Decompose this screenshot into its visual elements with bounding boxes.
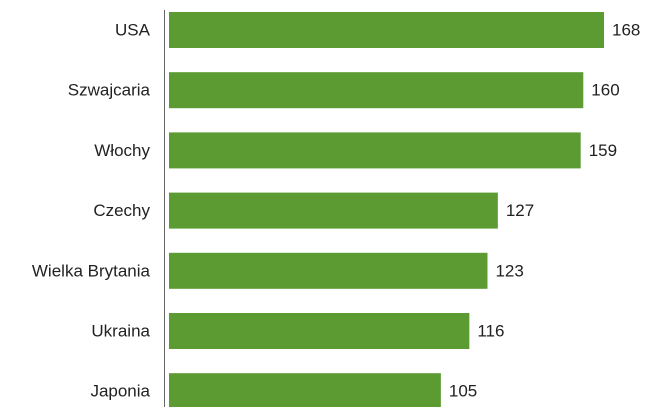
value-label: 105: [449, 382, 477, 401]
category-label: Czechy: [93, 201, 150, 220]
bar: [169, 373, 441, 407]
category-label: Włochy: [94, 141, 150, 160]
value-label: 127: [506, 201, 534, 220]
bar: [169, 192, 498, 229]
category-label: USA: [115, 21, 151, 40]
bar: [169, 313, 470, 349]
category-label: Wielka Brytania: [32, 261, 151, 280]
bar: [169, 132, 581, 169]
value-label: 116: [477, 322, 504, 341]
value-label: 168: [612, 21, 640, 40]
bar: [169, 72, 584, 109]
value-label: 159: [589, 141, 617, 160]
value-label: 123: [495, 261, 523, 280]
bar: [169, 12, 604, 48]
category-label: Japonia: [90, 382, 150, 401]
bar: [169, 252, 488, 289]
value-label: 160: [591, 81, 619, 100]
category-label: Ukraina: [91, 322, 150, 341]
category-label: Szwajcaria: [68, 81, 151, 100]
